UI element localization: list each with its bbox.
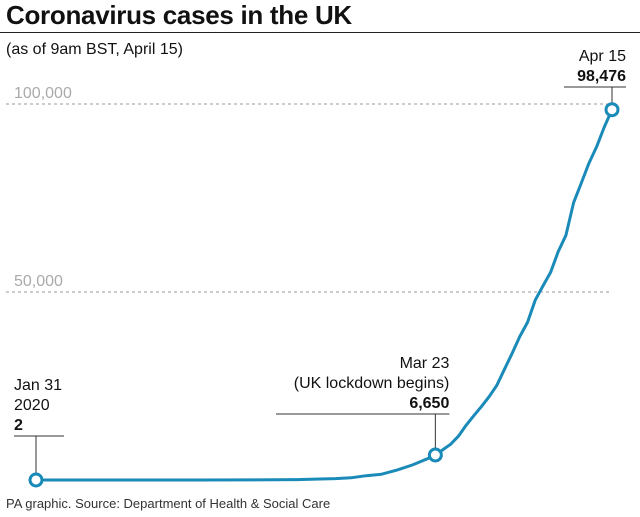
chart-subtitle: (as of 9am BST, April 15) xyxy=(6,41,183,58)
grid-layer: 100,000 50,000 xyxy=(6,85,612,293)
annotation-value: 98,476 xyxy=(577,68,626,85)
title-rule xyxy=(0,32,640,33)
data-point-marker xyxy=(28,472,44,488)
annotation-label: Mar 23 xyxy=(400,355,450,372)
y-tick-label: 100,000 xyxy=(14,85,72,102)
annotation-value: 2 xyxy=(14,417,23,434)
y-tick-label: 50,000 xyxy=(14,273,63,290)
annotation-value: 6,650 xyxy=(409,395,449,412)
annotation-label: Jan 31 xyxy=(14,377,62,394)
annotation-label: 2020 xyxy=(14,397,50,414)
chart-title: Coronavirus cases in the UK xyxy=(6,0,352,30)
data-point-marker xyxy=(604,102,620,118)
source-note: PA graphic. Source: Department of Health… xyxy=(6,496,331,511)
data-point-marker xyxy=(427,447,443,463)
annotation-layer: Jan 31 2020 2 Mar 23 (UK lockdown begins) 6,6… xyxy=(14,48,626,488)
annotation-label: Apr 15 xyxy=(579,48,626,65)
annotation-label: (UK lockdown begins) xyxy=(294,375,450,392)
series-line xyxy=(34,108,614,482)
line-layer xyxy=(34,108,614,482)
